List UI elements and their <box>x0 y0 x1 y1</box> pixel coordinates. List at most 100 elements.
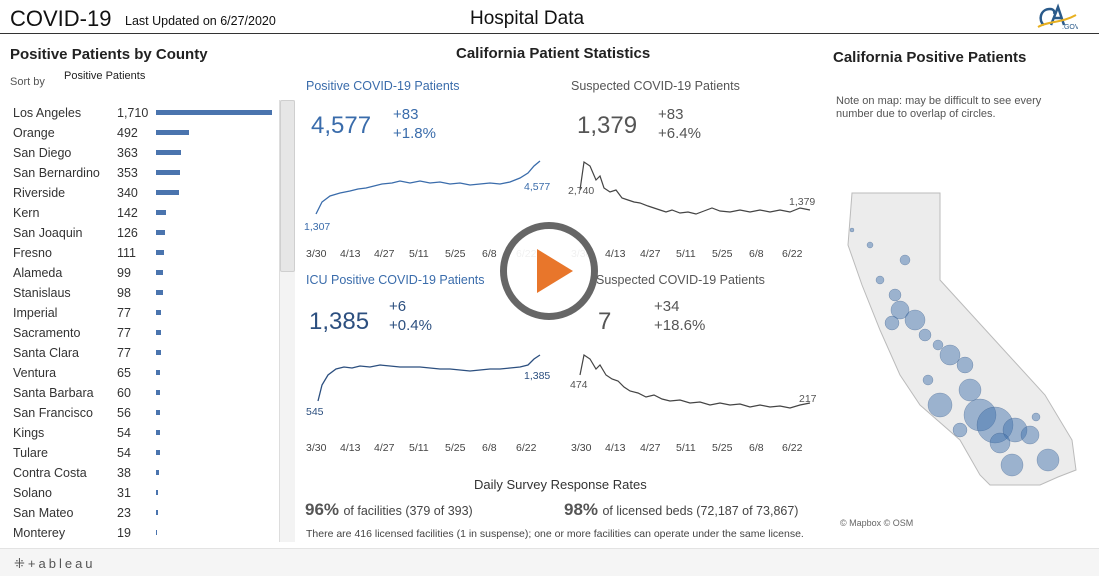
map-note: Note on map: may be difficult to see eve… <box>836 95 1042 120</box>
california-map[interactable] <box>840 185 1085 515</box>
county-name: Orange <box>13 126 55 140</box>
positive-delta-pct: +1.8% <box>393 125 436 142</box>
county-name: Riverside <box>13 186 66 200</box>
county-value: 1,710 <box>117 106 149 120</box>
facilities-pct: 96% <box>305 500 340 519</box>
tableau-logo[interactable]: ⁜+ableau <box>14 556 96 571</box>
county-bar[interactable] <box>156 510 158 515</box>
county-row[interactable]: San Bernardino 353 <box>10 163 275 183</box>
county-bar[interactable] <box>156 290 163 295</box>
county-value: 99 <box>117 266 131 280</box>
county-row[interactable]: Kings 54 <box>10 423 275 443</box>
county-bar[interactable] <box>156 270 163 275</box>
suspected-value: 1,379 <box>577 112 638 139</box>
bottom-bar <box>0 548 1099 576</box>
county-bar[interactable] <box>156 370 160 375</box>
tick-label: 4/27 <box>640 442 661 454</box>
county-value: 54 <box>117 446 131 460</box>
county-name: Imperial <box>13 306 58 320</box>
county-name: Fresno <box>13 246 52 260</box>
ca-gov-logo[interactable]: .GOV <box>1036 3 1078 31</box>
county-value: 353 <box>117 166 138 180</box>
county-value: 492 <box>117 126 138 140</box>
county-value: 111 <box>117 246 137 260</box>
county-name: Monterey <box>13 526 66 540</box>
county-bar[interactable] <box>156 170 180 175</box>
county-bar[interactable] <box>156 210 166 215</box>
county-row[interactable]: Fresno 111 <box>10 243 275 263</box>
scrollbar-thumb[interactable] <box>280 100 295 272</box>
county-name: Stanislaus <box>13 286 71 300</box>
county-row[interactable]: San Mateo 23 <box>10 503 275 523</box>
beds-response-rate: 98% of licensed beds (72,187 of 73,867) <box>564 500 798 520</box>
county-bar[interactable] <box>156 330 161 335</box>
icu-positive-delta-pct: +0.4% <box>389 317 432 334</box>
county-bar[interactable] <box>156 150 181 155</box>
county-row[interactable]: Alameda 99 <box>10 263 275 283</box>
tick-label: 3/30 <box>306 248 327 260</box>
county-bar[interactable] <box>156 230 165 235</box>
tick-label: 4/27 <box>374 442 395 454</box>
icu-positive-end-label: 1,385 <box>524 370 551 382</box>
sort-by-dropdown[interactable]: Positive Patients <box>64 70 146 82</box>
tick-label: 5/25 <box>712 442 733 454</box>
icu-suspected-x-axis: 3/30 4/13 4/27 5/11 5/25 6/8 6/22 <box>571 442 802 456</box>
county-row[interactable]: Tulare 54 <box>10 443 275 463</box>
icu-suspected-value: 7 <box>598 308 612 335</box>
county-name: Tulare <box>13 446 48 460</box>
play-button[interactable] <box>500 222 598 320</box>
county-row[interactable]: Kern 142 <box>10 203 275 223</box>
county-bar[interactable] <box>156 410 160 415</box>
county-bar[interactable] <box>156 530 157 535</box>
county-bar[interactable] <box>156 450 160 455</box>
county-bar[interactable] <box>156 110 272 115</box>
county-bar[interactable] <box>156 130 189 135</box>
county-row[interactable]: San Joaquin 126 <box>10 223 275 243</box>
positive-sparkline[interactable] <box>300 150 550 240</box>
county-bar[interactable] <box>156 250 164 255</box>
suspected-end-label: 1,379 <box>789 196 816 208</box>
tick-label: 4/13 <box>340 248 361 260</box>
county-row[interactable]: Ventura 65 <box>10 363 275 383</box>
county-bar[interactable] <box>156 490 158 495</box>
suspected-panel-title: Suspected COVID-19 Patients <box>571 79 740 93</box>
tick-label: 3/30 <box>571 442 592 454</box>
svg-text:.GOV: .GOV <box>1062 24 1078 31</box>
county-bar[interactable] <box>156 310 161 315</box>
county-row[interactable]: Orange 492 <box>10 123 275 143</box>
icu-positive-sparkline[interactable] <box>300 345 550 435</box>
suspected-sparkline[interactable] <box>570 150 820 240</box>
county-value: 19 <box>117 526 131 540</box>
county-value: 56 <box>117 406 131 420</box>
county-bar[interactable] <box>156 350 161 355</box>
county-row[interactable]: Sacramento 77 <box>10 323 275 343</box>
tick-label: 5/25 <box>712 248 733 260</box>
county-bar[interactable] <box>156 430 160 435</box>
county-row[interactable]: San Francisco 56 <box>10 403 275 423</box>
county-row[interactable]: Los Angeles 1,710 <box>10 103 275 123</box>
icu-suspected-sparkline[interactable] <box>570 345 820 435</box>
county-value: 38 <box>117 466 131 480</box>
county-row[interactable]: Monterey 19 <box>10 523 275 543</box>
icu-suspected-panel-title: Suspected COVID-19 Patients <box>596 273 765 287</box>
county-row[interactable]: Imperial 77 <box>10 303 275 323</box>
county-row[interactable]: Contra Costa 38 <box>10 463 275 483</box>
county-row[interactable]: San Diego 363 <box>10 143 275 163</box>
county-row[interactable]: Santa Clara 77 <box>10 343 275 363</box>
county-bar[interactable] <box>156 390 160 395</box>
county-row[interactable]: Riverside 340 <box>10 183 275 203</box>
county-name: San Diego <box>13 146 72 160</box>
county-name: Contra Costa <box>13 466 87 480</box>
county-name: Kings <box>13 426 45 440</box>
county-row[interactable]: Stanislaus 98 <box>10 283 275 303</box>
icu-positive-start-label: 545 <box>306 406 324 418</box>
county-bar[interactable] <box>156 470 159 475</box>
county-list-scrollbar[interactable] <box>279 100 295 542</box>
county-row[interactable]: Solano 31 <box>10 483 275 503</box>
tick-label: 5/11 <box>676 248 696 260</box>
icu-suspected-start-label: 474 <box>570 379 588 391</box>
tick-label: 5/25 <box>445 442 466 454</box>
county-bar[interactable] <box>156 190 179 195</box>
county-row[interactable]: Santa Barbara 60 <box>10 383 275 403</box>
county-name: Kern <box>13 206 40 220</box>
